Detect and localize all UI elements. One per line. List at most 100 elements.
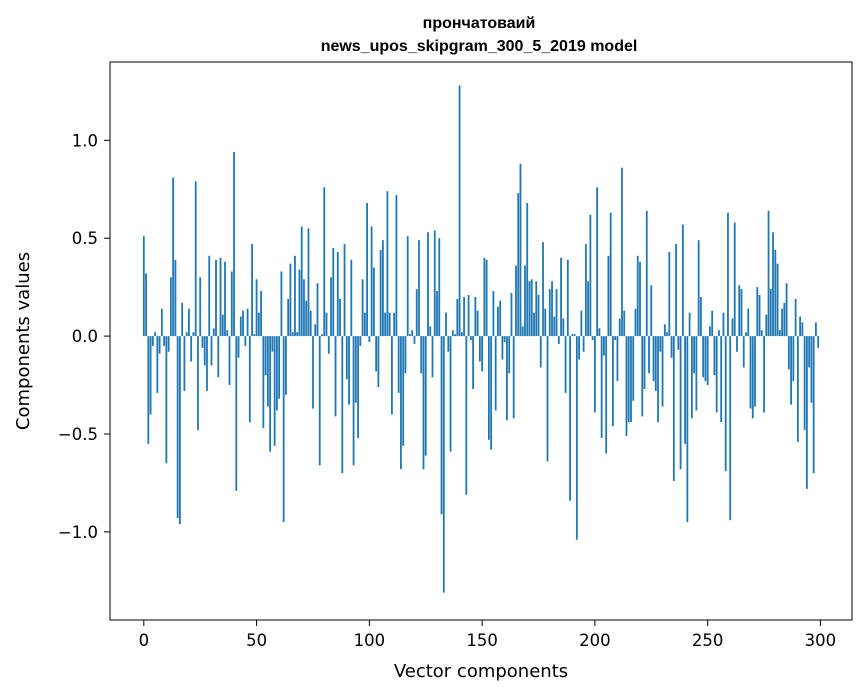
bar-237 [677, 336, 680, 350]
bar-205 [605, 336, 608, 454]
bar-259 [727, 212, 729, 337]
y-tick-label-1: −0.5 [58, 425, 98, 444]
bar-80 [323, 187, 326, 337]
bar-293 [803, 336, 806, 431]
bar-22 [192, 332, 195, 337]
bar-108 [386, 191, 389, 337]
bar-149 [478, 336, 481, 362]
bar-9 [163, 336, 166, 346]
bar-284 [783, 302, 786, 337]
bar-104 [377, 336, 380, 388]
bar-150 [481, 336, 484, 372]
plot-frame [109, 61, 853, 621]
bar-273 [758, 294, 761, 337]
bar-213 [623, 310, 626, 337]
bar-295 [808, 336, 811, 368]
bar-228 [657, 336, 659, 423]
bar-184 [557, 336, 560, 344]
bar-230 [661, 336, 664, 407]
bar-7 [158, 336, 161, 354]
bar-28 [206, 336, 208, 391]
bar-38 [228, 336, 231, 386]
bar-1 [145, 273, 147, 337]
bar-197 [587, 281, 590, 337]
bar-60 [278, 336, 281, 399]
x-axis-label: Vector components [394, 661, 568, 682]
bar-47 [248, 336, 251, 423]
bar-177 [542, 242, 544, 337]
x-tick-label-150: 150 [466, 631, 498, 650]
bar-136 [449, 336, 452, 452]
bar-97 [361, 279, 364, 337]
bar-192 [575, 336, 578, 540]
bar-222 [643, 336, 646, 389]
bar-100 [368, 336, 371, 342]
bar-183 [555, 289, 558, 337]
bar-98 [363, 312, 366, 337]
bar-42 [237, 336, 240, 358]
bar-74 [309, 310, 312, 337]
bar-105 [379, 249, 382, 337]
bar-263 [736, 336, 738, 352]
bar-106 [381, 240, 384, 337]
bar-153 [487, 336, 490, 440]
bar-37 [226, 330, 229, 337]
y-tick-label-4: 1.0 [72, 131, 98, 150]
bar-103 [375, 336, 378, 372]
bar-220 [639, 261, 641, 337]
bar-67 [294, 255, 296, 337]
bar-280 [774, 249, 777, 337]
bar-283 [781, 308, 783, 337]
x-tick-label-50: 50 [246, 631, 267, 650]
bar-122 [418, 240, 420, 337]
bar-267 [745, 332, 747, 337]
bar-208 [612, 336, 614, 427]
bar-87 [339, 298, 341, 337]
bar-52 [260, 291, 262, 337]
bar-54 [264, 336, 267, 376]
bar-249 [704, 336, 707, 382]
bar-0 [142, 236, 145, 337]
bar-43 [239, 316, 242, 337]
bar-212 [621, 167, 623, 337]
bar-110 [391, 336, 393, 415]
bar-179 [546, 336, 549, 462]
bar-65 [289, 263, 292, 337]
bar-265 [740, 289, 743, 337]
bar-41 [235, 336, 238, 491]
bar-296 [810, 336, 813, 403]
bar-95 [357, 336, 359, 438]
bar-131 [438, 238, 441, 337]
bar-102 [372, 267, 375, 337]
bar-244 [693, 336, 696, 374]
bar-113 [397, 336, 400, 393]
bar-56 [269, 336, 272, 452]
bar-6 [156, 336, 159, 393]
bar-251 [709, 326, 711, 337]
bar-36 [224, 261, 226, 337]
bar-12 [169, 277, 172, 337]
bar-82 [327, 336, 330, 354]
bar-164 [512, 336, 515, 419]
bar-11 [167, 336, 170, 352]
bar-32 [215, 259, 217, 337]
bar-176 [539, 336, 542, 368]
bar-238 [679, 336, 682, 470]
bar-286 [787, 336, 790, 370]
bar-227 [654, 336, 657, 391]
bar-116 [404, 336, 407, 374]
bar-2 [147, 336, 150, 444]
bar-107 [384, 312, 387, 337]
bar-278 [769, 289, 772, 337]
bar-245 [695, 336, 698, 411]
bar-51 [257, 312, 260, 337]
bar-78 [318, 336, 321, 466]
bar-210 [616, 336, 619, 382]
bar-233 [668, 251, 671, 337]
bar-258 [724, 336, 727, 472]
bar-5 [154, 332, 156, 337]
bar-91 [348, 336, 350, 405]
bar-271 [754, 336, 756, 407]
bar-92 [350, 259, 353, 337]
